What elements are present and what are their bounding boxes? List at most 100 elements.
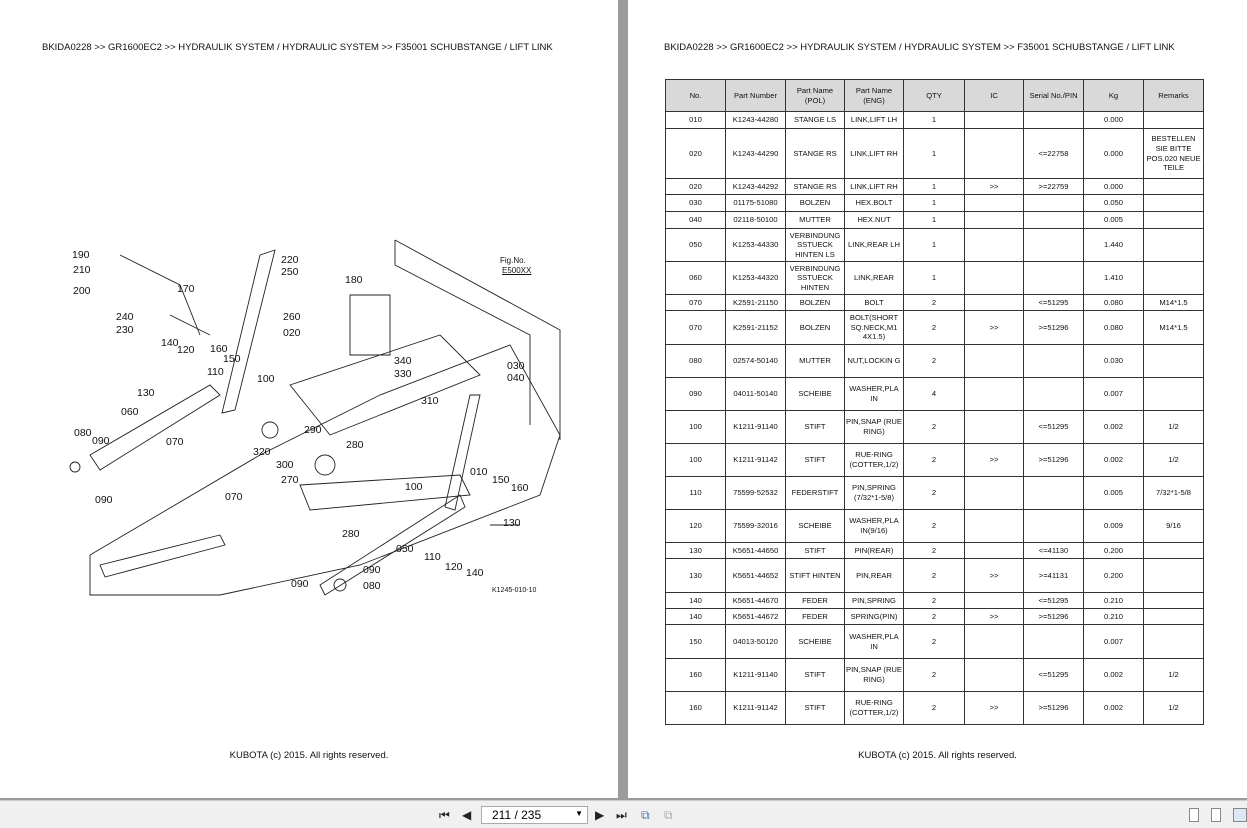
footer: KUBOTA (c) 2015. All rights reserved. bbox=[229, 750, 389, 761]
table-cell: VERBINDUNG SSTUECK HINTEN LS bbox=[785, 228, 845, 262]
table-cell: 130 bbox=[665, 542, 726, 559]
table-cell: <=51295 bbox=[1023, 592, 1084, 609]
table-cell: 020 bbox=[665, 128, 726, 179]
footer: KUBOTA (c) 2015. All rights reserved. bbox=[858, 750, 1017, 761]
table-cell: K5651-44652 bbox=[725, 558, 786, 593]
callout-label: 030 bbox=[507, 360, 525, 372]
two-page-view-icon[interactable] bbox=[1233, 808, 1247, 822]
paste-page-icon[interactable]: ⧉ bbox=[664, 808, 673, 822]
callout-label: 250 bbox=[281, 266, 299, 278]
table-cell: K1253-44320 bbox=[725, 261, 786, 295]
table-cell: BESTELLEN SIE BITTE POS.020 NEUE TEILE bbox=[1143, 128, 1204, 179]
table-cell: HEX.NUT bbox=[844, 211, 904, 229]
table-cell: 02574-50140 bbox=[725, 344, 786, 378]
callout-label: 230 bbox=[116, 324, 134, 336]
table-cell: PIN,SPRING (7/32*1-5/8) bbox=[844, 476, 904, 510]
table-cell bbox=[964, 261, 1024, 295]
page-selector[interactable]: 211 / 235 ▼ bbox=[481, 806, 588, 824]
callout-label: 270 bbox=[281, 474, 299, 486]
table-cell: K1211-91142 bbox=[725, 443, 786, 477]
table-cell: 040 bbox=[665, 211, 726, 229]
table-cell: LINK,REAR bbox=[844, 261, 904, 295]
table-cell: LINK,LIFT LH bbox=[844, 111, 904, 129]
table-cell: 100 bbox=[665, 443, 726, 477]
table-cell: 0.000 bbox=[1083, 178, 1144, 195]
last-page-icon[interactable]: ⏭ bbox=[616, 808, 627, 822]
table-row: 160 K1211-91140 STIFT PIN,SNAP (RUE RING) 2 <… bbox=[665, 658, 1204, 692]
table-cell: 110 bbox=[665, 476, 726, 510]
table-cell: 2 bbox=[903, 592, 965, 609]
callout-label: 240 bbox=[116, 311, 134, 323]
first-page-icon[interactable]: ⏮ bbox=[439, 808, 450, 822]
callout-label: 090 bbox=[363, 564, 381, 576]
table-cell: RUE-RING (COTTER,1/2) bbox=[844, 691, 904, 725]
drawing-code: K1245-010-10 bbox=[492, 587, 537, 594]
table-cell bbox=[1143, 178, 1204, 195]
table-cell: 0.050 bbox=[1083, 194, 1144, 212]
table-cell: STANGE RS bbox=[785, 178, 845, 195]
table-cell: 1.440 bbox=[1083, 228, 1144, 262]
callout-label: 150 bbox=[492, 474, 510, 486]
table-cell: PIN,SPRING bbox=[844, 592, 904, 609]
column-header: QTY bbox=[903, 79, 965, 112]
table-cell bbox=[1143, 111, 1204, 129]
table-cell: K5651-44670 bbox=[725, 592, 786, 609]
prev-page-icon[interactable]: ◀ bbox=[462, 808, 472, 822]
table-cell: 2 bbox=[903, 658, 965, 692]
table-row: 140 K5651-44670 FEDER PIN,SPRING 2 <=51295 0.2… bbox=[665, 592, 1204, 609]
table-cell: 1.410 bbox=[1083, 261, 1144, 295]
copy-page-icon[interactable]: ⧉ bbox=[641, 808, 650, 822]
column-header: Serial No./PIN bbox=[1023, 79, 1084, 112]
callout-label: 340 bbox=[394, 355, 412, 367]
table-row: 070 K2591-21152 BOLZEN BOLT(SHORT SQ.NECK,M… bbox=[665, 310, 1204, 345]
next-page-icon[interactable]: ▶ bbox=[595, 808, 605, 822]
table-cell: 100 bbox=[665, 410, 726, 444]
table-cell: LINK,REAR LH bbox=[844, 228, 904, 262]
table-cell bbox=[1143, 542, 1204, 559]
table-cell: 160 bbox=[665, 658, 726, 692]
table-cell: 7/32*1-5/8 bbox=[1143, 476, 1204, 510]
table-cell: 2 bbox=[903, 443, 965, 477]
callout-label: 090 bbox=[95, 494, 113, 506]
table-cell: >=51296 bbox=[1023, 691, 1084, 725]
table-cell bbox=[1023, 377, 1084, 411]
callout-label: 290 bbox=[304, 424, 322, 436]
fig-code: E500XX bbox=[502, 266, 532, 275]
column-header: Part Name (POL) bbox=[785, 79, 845, 112]
table-cell: 0.005 bbox=[1083, 476, 1144, 510]
table-cell: 0.002 bbox=[1083, 658, 1144, 692]
table-cell: <=51295 bbox=[1023, 410, 1084, 444]
table-cell bbox=[1023, 211, 1084, 229]
table-cell bbox=[1023, 509, 1084, 543]
table-cell: 0.007 bbox=[1083, 624, 1144, 659]
callout-label: 280 bbox=[346, 439, 364, 451]
table-cell: 1 bbox=[903, 228, 965, 262]
table-cell bbox=[1023, 476, 1084, 510]
single-page-view-icon[interactable] bbox=[1189, 808, 1199, 822]
table-cell: 2 bbox=[903, 310, 965, 345]
table-cell: MUTTER bbox=[785, 344, 845, 378]
table-cell bbox=[964, 111, 1024, 129]
table-cell: 04013-50120 bbox=[725, 624, 786, 659]
table-cell: 0.000 bbox=[1083, 111, 1144, 129]
table-cell bbox=[1143, 624, 1204, 659]
table-cell: 020 bbox=[665, 178, 726, 195]
table-cell: 0.005 bbox=[1083, 211, 1144, 229]
table-cell: K1253-44330 bbox=[725, 228, 786, 262]
table-cell bbox=[1023, 194, 1084, 212]
table-row: 020 K1243-44292 STANGE RS LINK,LIFT RH 1 >> >=… bbox=[665, 178, 1204, 195]
table-cell: <=51295 bbox=[1023, 658, 1084, 692]
table-cell: 9/16 bbox=[1143, 509, 1204, 543]
table-cell: 1/2 bbox=[1143, 658, 1204, 692]
table-cell: 1 bbox=[903, 178, 965, 195]
table-cell: 0.210 bbox=[1083, 608, 1144, 625]
continuous-view-icon[interactable] bbox=[1211, 808, 1221, 822]
callout-label: 080 bbox=[363, 580, 381, 592]
table-cell bbox=[964, 344, 1024, 378]
table-cell: >=41131 bbox=[1023, 558, 1084, 593]
table-cell: HEX.BOLT bbox=[844, 194, 904, 212]
table-cell: >=51296 bbox=[1023, 443, 1084, 477]
table-cell: 2 bbox=[903, 542, 965, 559]
table-row: 030 01175-51080 BOLZEN HEX.BOLT 1 0.050 bbox=[665, 194, 1204, 212]
table-cell: K2591-21152 bbox=[725, 310, 786, 345]
